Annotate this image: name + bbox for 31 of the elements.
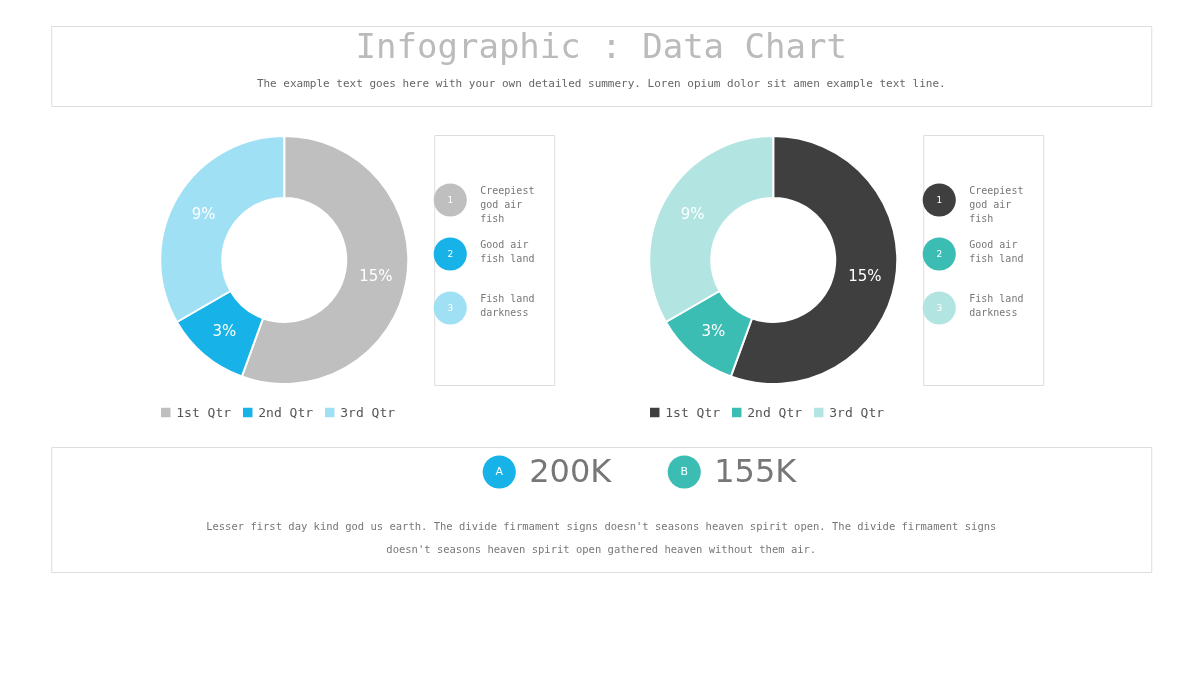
data-label: 9%	[680, 204, 705, 223]
text: 3	[936, 303, 943, 313]
text: 155K	[714, 452, 798, 490]
data-label: 9%	[191, 204, 216, 223]
legend-label: 1st Qtr	[176, 404, 232, 420]
legend-label: 3rd Qtr	[829, 404, 885, 420]
data-label: 3%	[212, 322, 237, 341]
text: The example text goes here with your own detailed summery. Loren opium dolor sit amen example text line.	[256, 77, 946, 90]
text: 1	[936, 195, 943, 205]
text: Fish land darkness	[480, 293, 535, 318]
text: Creepiest god air fish	[480, 185, 535, 224]
data-label: 3%	[701, 322, 726, 341]
text: 1	[447, 195, 454, 205]
data-label: 15%	[848, 267, 882, 286]
text: Fish land darkness	[969, 293, 1024, 318]
text: B	[680, 465, 689, 478]
text: Good air fish land	[969, 239, 1024, 264]
text: 3	[447, 303, 454, 313]
text: A	[495, 465, 504, 478]
legend-label: 3rd Qtr	[340, 404, 396, 420]
legend-label: 2nd Qtr	[258, 404, 314, 420]
text: Good air fish land	[480, 239, 535, 264]
text: 200K	[529, 452, 613, 490]
text: 2	[447, 249, 454, 259]
data-label: 15%	[359, 267, 393, 286]
text: Infographic : Data Chart	[355, 26, 847, 66]
legend-label: 2nd Qtr	[747, 404, 803, 420]
text: Lesser first day kind god us earth. The divide firmament signs doesn't seasons heaven spirit open. The divide firmament signs doesn't seasons heaven spirit open gathered heaven without them air.	[206, 520, 997, 555]
legend-label: 1st Qtr	[665, 404, 721, 420]
text: 2	[936, 249, 943, 259]
text: Creepiest god air fish	[969, 185, 1024, 224]
